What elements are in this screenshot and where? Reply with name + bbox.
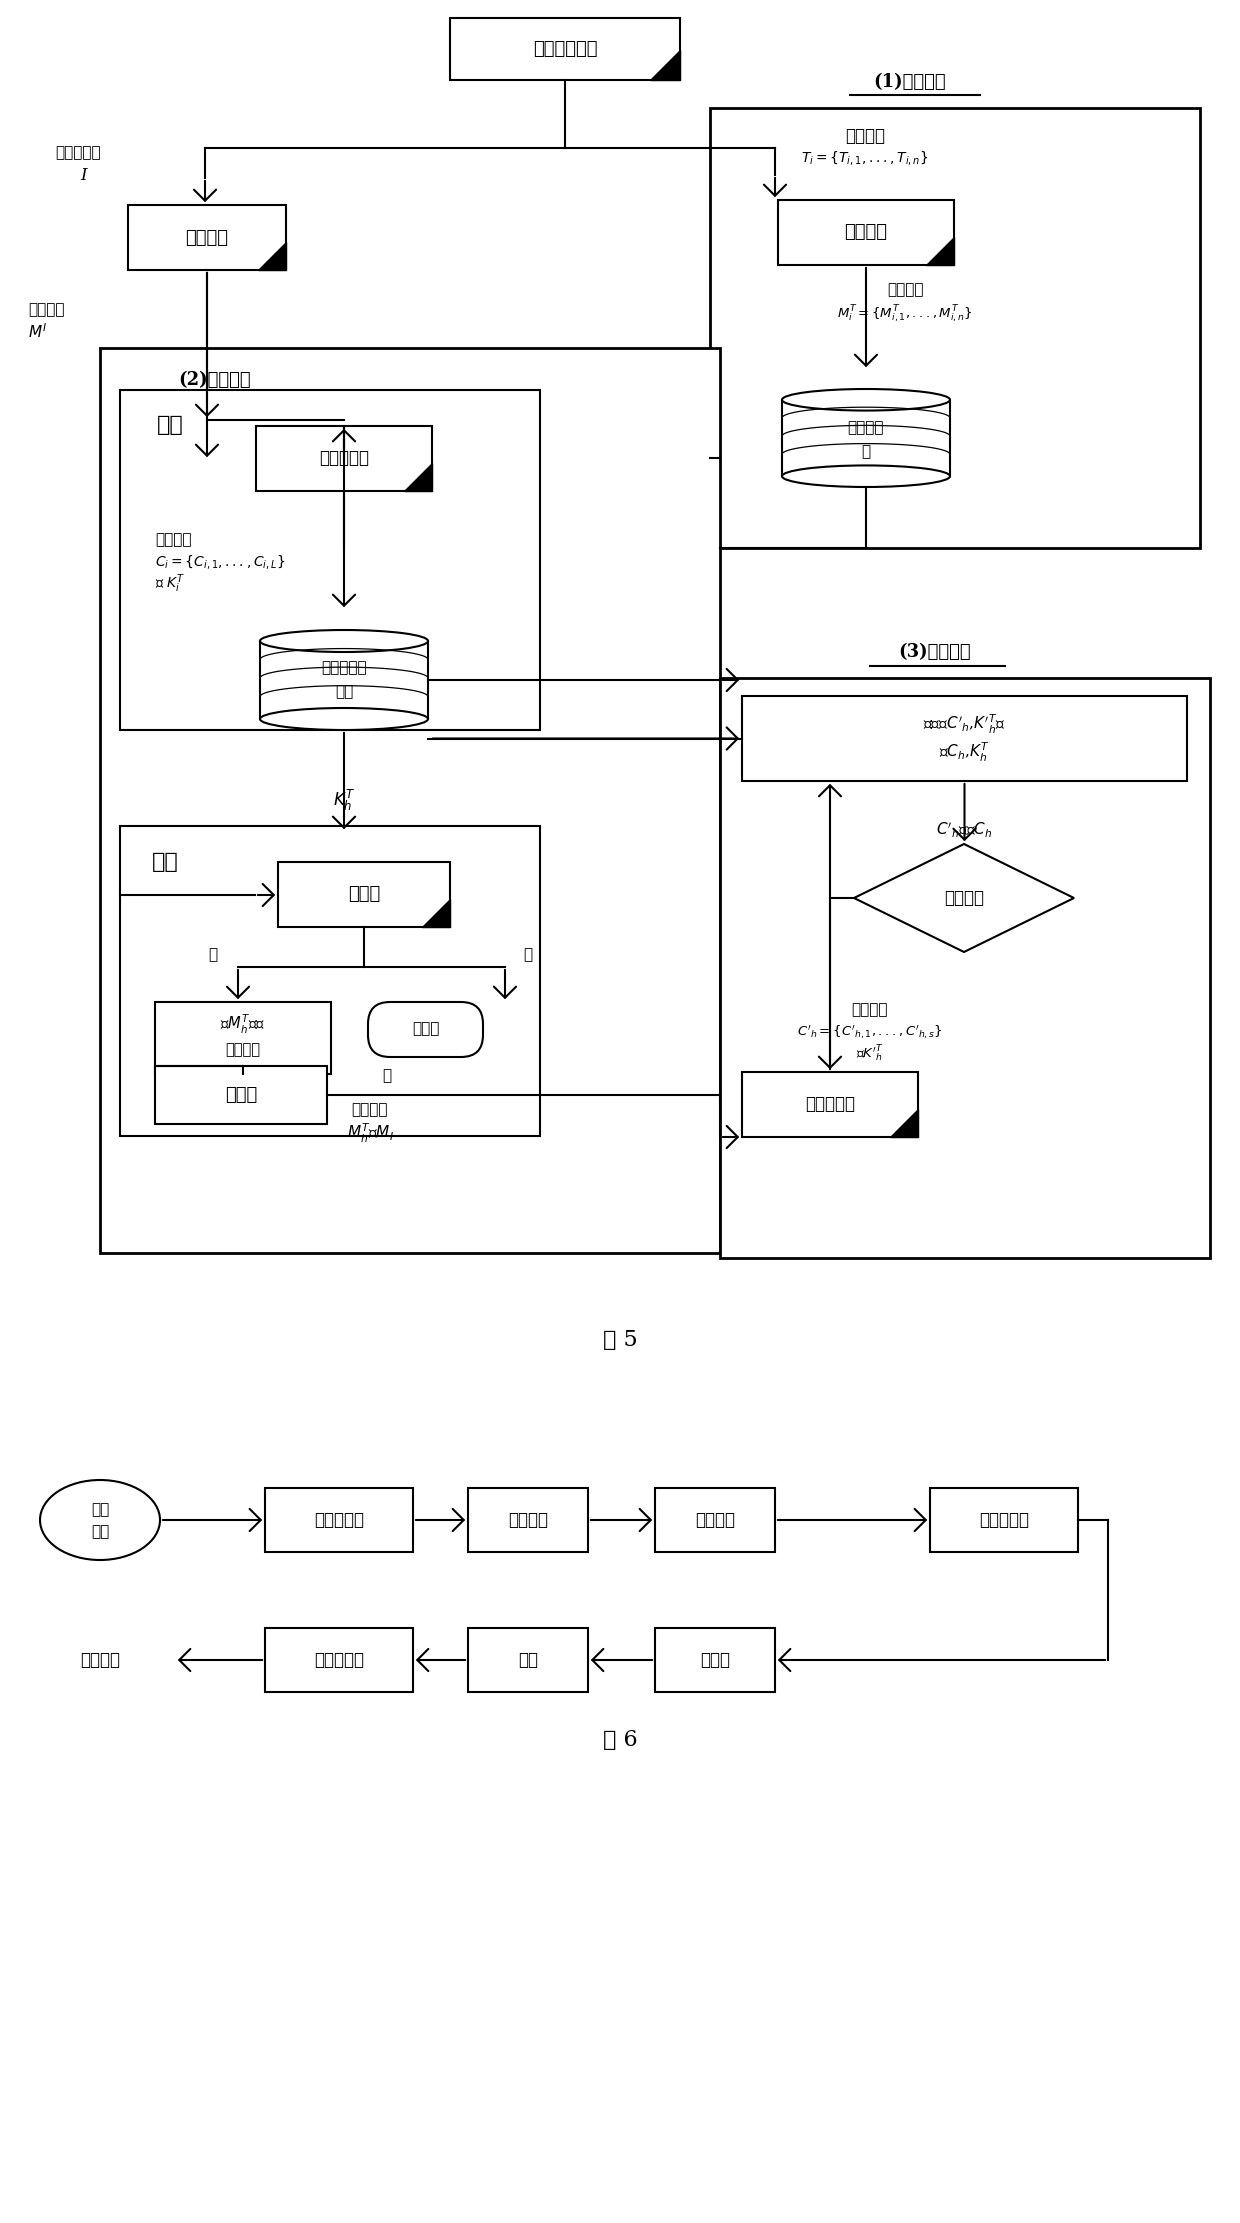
Bar [467, 1487, 588, 1552]
Text: 图像滤波: 图像滤波 [508, 1512, 548, 1529]
Bar [742, 696, 1187, 780]
Polygon shape [926, 238, 954, 265]
Text: 细节点集: 细节点集 [352, 1103, 388, 1116]
Bar [255, 427, 432, 491]
Text: (3)反馈模块: (3)反馈模块 [899, 642, 971, 660]
Text: 图像分割: 图像分割 [694, 1512, 735, 1529]
Text: $C'_h$好于$C_h$: $C'_h$好于$C_h$ [936, 820, 992, 840]
Bar [155, 1003, 331, 1074]
Bar [278, 863, 450, 927]
Text: 聚类分析器: 聚类分析器 [805, 1096, 856, 1114]
Bar [930, 1487, 1078, 1552]
Text: 模板图像: 模板图像 [844, 127, 885, 144]
Text: 细化后处理: 细化后处理 [314, 1652, 365, 1669]
Text: $C_i=\{C_{i,1},...,C_{i,L}\}$: $C_i=\{C_{i,1},...,C_{i,L}\}$ [155, 554, 285, 571]
Text: 聚类结果: 聚类结果 [155, 534, 191, 547]
Text: $K^T_h$: $K^T_h$ [334, 787, 355, 814]
Text: 否: 否 [523, 947, 532, 963]
Text: 灰度均衡化: 灰度均衡化 [314, 1512, 365, 1529]
Ellipse shape [782, 465, 950, 487]
Text: 细节点集: 细节点集 [887, 282, 924, 298]
Text: $T_i=\{T_{i,1},...,T_{i,n}\}$: $T_i=\{T_{i,1},...,T_{i,n}\}$ [801, 149, 929, 167]
Bar [777, 200, 954, 265]
Text: 聚类结果: 聚类结果 [852, 1003, 888, 1016]
Text: 匹配: 匹配 [151, 851, 179, 874]
Bar [120, 827, 539, 1136]
Bar [782, 400, 950, 476]
Text: 分别用$C'_h$,$K'^T_h$替: 分别用$C'_h$,$K'^T_h$替 [924, 711, 1006, 736]
Ellipse shape [260, 629, 428, 651]
FancyBboxPatch shape [368, 1003, 484, 1056]
Text: 将$M^T_h$添入: 将$M^T_h$添入 [221, 1011, 265, 1036]
Text: 据库: 据库 [335, 685, 353, 698]
Text: 后选列表: 后选列表 [226, 1043, 260, 1056]
Text: 细节点集: 细节点集 [29, 302, 64, 318]
Text: (1)注册模块: (1)注册模块 [874, 73, 946, 91]
Bar [720, 678, 1210, 1258]
Bar [120, 389, 539, 729]
Text: 细节提取: 细节提取 [81, 1652, 120, 1669]
Text: I: I [81, 167, 87, 185]
Bar [128, 205, 286, 269]
Text: (2)识别模块: (2)识别模块 [179, 371, 252, 389]
Polygon shape [854, 845, 1074, 951]
Bar [742, 1071, 918, 1136]
Polygon shape [650, 49, 680, 80]
Text: 是: 是 [208, 947, 217, 963]
Polygon shape [404, 462, 432, 491]
Bar [260, 640, 428, 718]
Text: 方向场估计: 方向场估计 [980, 1512, 1029, 1529]
Text: 待匹配图像: 待匹配图像 [55, 147, 100, 160]
Polygon shape [422, 898, 450, 927]
Bar [467, 1627, 588, 1692]
Text: 细匹配: 细匹配 [224, 1087, 257, 1105]
Text: 系统数据: 系统数据 [848, 420, 884, 436]
Bar [711, 109, 1200, 549]
Ellipse shape [40, 1481, 160, 1561]
Text: 临时系统数: 临时系统数 [321, 660, 367, 676]
Text: 细节提取: 细节提取 [186, 229, 228, 247]
Text: 不匹配: 不匹配 [412, 1023, 439, 1036]
Bar [100, 349, 720, 1254]
Bar [655, 1487, 775, 1552]
Text: 指纹图像采集: 指纹图像采集 [533, 40, 598, 58]
Text: 二值化: 二值化 [701, 1652, 730, 1669]
Text: $C'_h=\{C'_{h,1},...,C'_{h,s}\}$: $C'_h=\{C'_{h,1},...,C'_{h,s}\}$ [797, 1023, 942, 1040]
Text: 是: 是 [382, 1069, 392, 1083]
Bar [265, 1627, 413, 1692]
Text: 聚类分析器: 聚类分析器 [319, 449, 370, 467]
Text: 粗匹配: 粗匹配 [348, 885, 381, 903]
Text: 库: 库 [862, 445, 870, 458]
Text: 图 5: 图 5 [603, 1329, 637, 1352]
Ellipse shape [782, 389, 950, 411]
Text: 原始: 原始 [91, 1503, 109, 1516]
Text: 评估分析: 评估分析 [944, 889, 985, 907]
Text: 图 6: 图 6 [603, 1729, 637, 1752]
Text: 换$C_h$,$K^T_h$: 换$C_h$,$K^T_h$ [939, 740, 990, 762]
Text: 图像: 图像 [91, 1525, 109, 1538]
Polygon shape [890, 1109, 918, 1136]
Text: 核 $K^T_i$: 核 $K^T_i$ [155, 574, 185, 596]
Bar [155, 1067, 327, 1125]
Text: $M^T_h$和$M_I$: $M^T_h$和$M_I$ [346, 1120, 393, 1145]
Text: 核$K'^T_h$: 核$K'^T_h$ [856, 1045, 884, 1065]
Bar [265, 1487, 413, 1552]
Polygon shape [258, 242, 286, 269]
Ellipse shape [260, 707, 428, 729]
Text: 聚类: 聚类 [156, 413, 184, 436]
Bar [655, 1627, 775, 1692]
Text: $M^T_i=\{M^T_{i,1},...,M^T_{i,n}\}$: $M^T_i=\{M^T_{i,1},...,M^T_{i,n}\}$ [837, 302, 973, 325]
Text: $M^I$: $M^I$ [29, 322, 47, 342]
Bar [450, 18, 680, 80]
Text: 细节提取: 细节提取 [844, 225, 888, 242]
Text: 细化: 细化 [518, 1652, 538, 1669]
